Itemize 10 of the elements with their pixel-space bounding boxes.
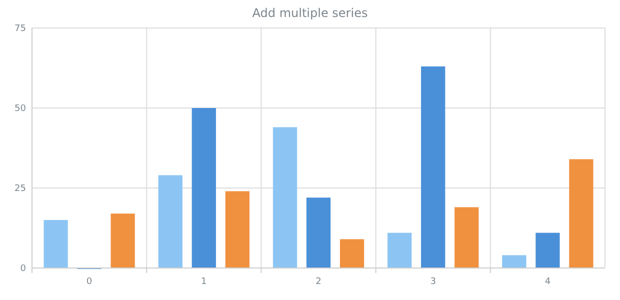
x-tick-label: 1 bbox=[201, 277, 207, 287]
y-tick-label: 25 bbox=[14, 184, 26, 194]
y-tick-label: 75 bbox=[14, 24, 26, 34]
x-tick-label: 3 bbox=[430, 277, 436, 287]
chart-title: Add multiple series bbox=[252, 6, 368, 20]
y-tick-label: 0 bbox=[20, 264, 26, 274]
x-tick-label: 0 bbox=[86, 277, 92, 287]
y-tick-label: 50 bbox=[14, 104, 26, 114]
x-tick-label: 4 bbox=[544, 277, 551, 287]
x-tick-label: 2 bbox=[316, 277, 322, 287]
